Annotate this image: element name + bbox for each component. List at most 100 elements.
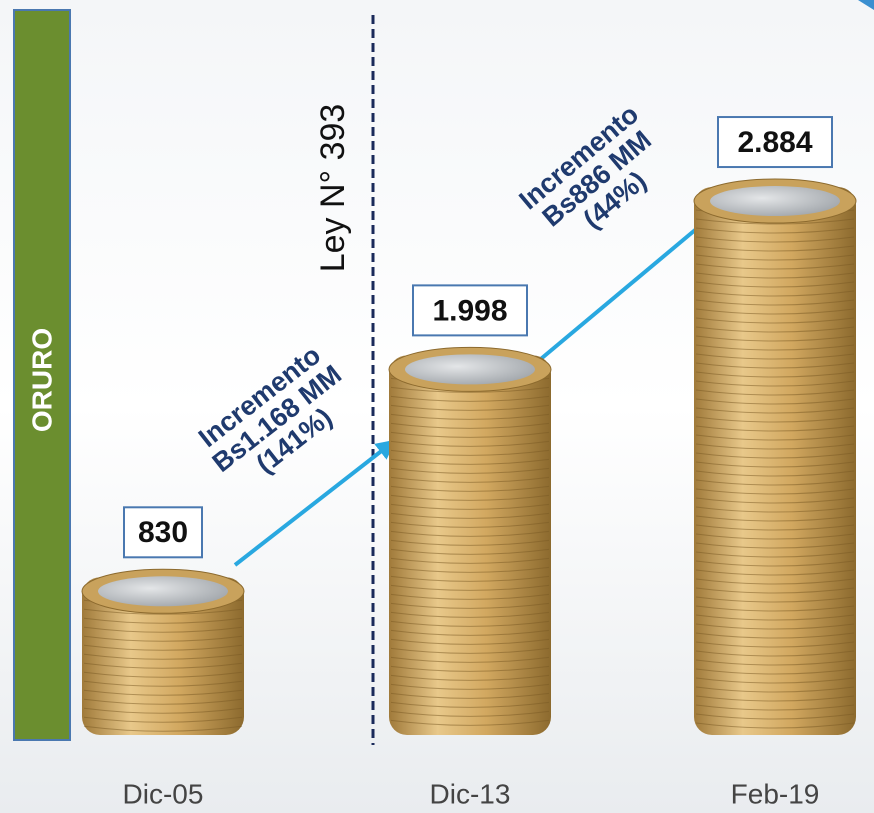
x-tick-label: Dic-13 [430, 778, 511, 809]
coin-edge [695, 497, 855, 504]
coin-edge [83, 644, 243, 651]
coin-edge [695, 218, 855, 225]
coin-edge [390, 431, 550, 438]
coin-edge [390, 503, 550, 510]
value-label: 830 [138, 516, 188, 549]
coin-edge [695, 371, 855, 378]
coin-edge [695, 317, 855, 324]
coin-edge [695, 353, 855, 360]
coin-edge [390, 719, 550, 726]
coin-edge [695, 578, 855, 585]
coin-edge [695, 533, 855, 540]
coin-edge [83, 716, 243, 723]
coin-edge [695, 380, 855, 387]
coin-edge [695, 650, 855, 657]
arrow [528, 202, 729, 370]
coin-edge [695, 254, 855, 261]
coin-edge [390, 557, 550, 564]
coin-edge [695, 614, 855, 621]
coin-center [405, 354, 535, 385]
coin-edge [390, 494, 550, 501]
coin-edge [695, 407, 855, 414]
coin-edge [390, 674, 550, 681]
coin-edge [390, 422, 550, 429]
coin-edge [390, 701, 550, 708]
coin-edge [390, 386, 550, 393]
coin-edge [390, 629, 550, 636]
coin-edge [83, 626, 243, 633]
coin-edge [390, 611, 550, 618]
coin-edge [390, 530, 550, 537]
coin-edge [695, 299, 855, 306]
value-label: 1.998 [432, 294, 507, 327]
value-label: 2.884 [737, 126, 812, 159]
coin-edge [390, 449, 550, 456]
coin-edge [695, 668, 855, 675]
coin-edge [695, 479, 855, 486]
side-label: ORURO [26, 328, 57, 432]
corner-mark [858, 0, 874, 10]
coin-edge [83, 617, 243, 624]
coin-stack [694, 187, 856, 736]
coin-edge [695, 245, 855, 252]
coin-edge [390, 413, 550, 420]
coin-center [710, 186, 840, 217]
coin-edge [83, 635, 243, 642]
value-box [717, 116, 833, 169]
coin-edge [390, 404, 550, 411]
coin-stack [82, 577, 244, 735]
coin-edge [390, 656, 550, 663]
coin-edge [83, 725, 243, 732]
coin-edge [695, 596, 855, 603]
arrow [233, 439, 397, 567]
value-box [412, 284, 528, 337]
coin-edge [695, 344, 855, 351]
coin-edge [695, 623, 855, 630]
coin-edge [695, 641, 855, 648]
coin-edge [695, 605, 855, 612]
coin-edge [695, 632, 855, 639]
coin-edge [695, 515, 855, 522]
coin-edge [695, 416, 855, 423]
coin-edge [695, 434, 855, 441]
coin-edge [695, 551, 855, 558]
coin-edge [83, 680, 243, 687]
coin-edge [390, 440, 550, 447]
coin-edge [390, 638, 550, 645]
coin-edge [695, 362, 855, 369]
coin-edge [695, 488, 855, 495]
coin-edge [695, 542, 855, 549]
side-bar [13, 9, 71, 741]
coin-edge [695, 587, 855, 594]
marker-label: Ley N° 393 [314, 104, 352, 273]
coin-edge [695, 461, 855, 468]
coin-edge [390, 683, 550, 690]
coin-edge [695, 290, 855, 297]
coin-edge [695, 389, 855, 396]
coin-edge [390, 710, 550, 717]
coin-edge [695, 425, 855, 432]
coin-edge [695, 695, 855, 702]
coin-edge [390, 647, 550, 654]
coin-edge [695, 263, 855, 270]
coin-edge [695, 569, 855, 576]
coin-edge [695, 524, 855, 531]
coin-edge [390, 692, 550, 699]
coin-edge [695, 704, 855, 711]
coin-edge [695, 272, 855, 279]
coin-edge [695, 452, 855, 459]
coin-edge [390, 467, 550, 474]
coin-edge [390, 539, 550, 546]
x-tick-label: Dic-05 [123, 778, 204, 809]
coin-edge [695, 308, 855, 315]
coin-edge [695, 470, 855, 477]
coin-edge [390, 584, 550, 591]
coin-edge [695, 398, 855, 405]
coin-edge [390, 575, 550, 582]
coin-edge [390, 458, 550, 465]
coin-edge [695, 335, 855, 342]
coin-edge [695, 659, 855, 666]
coin-edge [390, 548, 550, 555]
coin-edge [83, 662, 243, 669]
